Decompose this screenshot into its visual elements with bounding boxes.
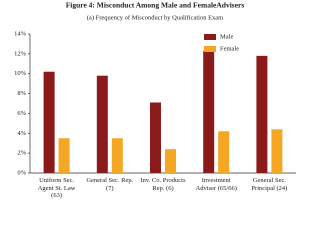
bar [43,71,55,173]
y-tick-label: 8% [17,90,26,97]
legend-label: Male [220,33,233,40]
legend-swatch [204,34,216,40]
chart: Figure 4: Misconduct Among Male and Fema… [14,1,296,176]
y-tick-label: 10% [14,70,27,77]
x-tick-label: Investment Adviser (65/66) [195,177,237,192]
bar [111,138,123,173]
bar [150,102,161,173]
chart-subtitle: (a) Frequency of Misconduct by Qualifica… [87,14,223,21]
y-tick-label: 2% [17,150,26,157]
bar [165,149,176,173]
x-tick-label: Inv. Co. Products Rep. (6) [140,177,186,192]
bar [256,55,268,173]
x-tick-label: General Sec. Principal (24) [251,177,288,192]
x-tick-label: Uniform Sec. Agent St. Law (63) [37,177,76,199]
legend-swatch [204,46,216,52]
bar [203,50,215,173]
legend-label: Female [220,45,239,52]
y-tick-label: 0% [17,169,26,176]
bar [58,138,70,173]
bar [96,75,108,173]
bar [218,131,230,173]
y-tick-label: 4% [17,130,26,137]
y-tick-label: 12% [14,50,27,57]
y-tick-label: 14% [14,30,27,37]
chart-title: Figure 4: Misconduct Among Male and Fema… [66,1,245,10]
x-tick-label: General Sec. Rep. (7) [86,177,134,192]
page: Figure 4: Misconduct Among Male and Fema… [14,1,296,199]
y-tick-label: 6% [17,110,26,117]
bar [271,129,283,173]
